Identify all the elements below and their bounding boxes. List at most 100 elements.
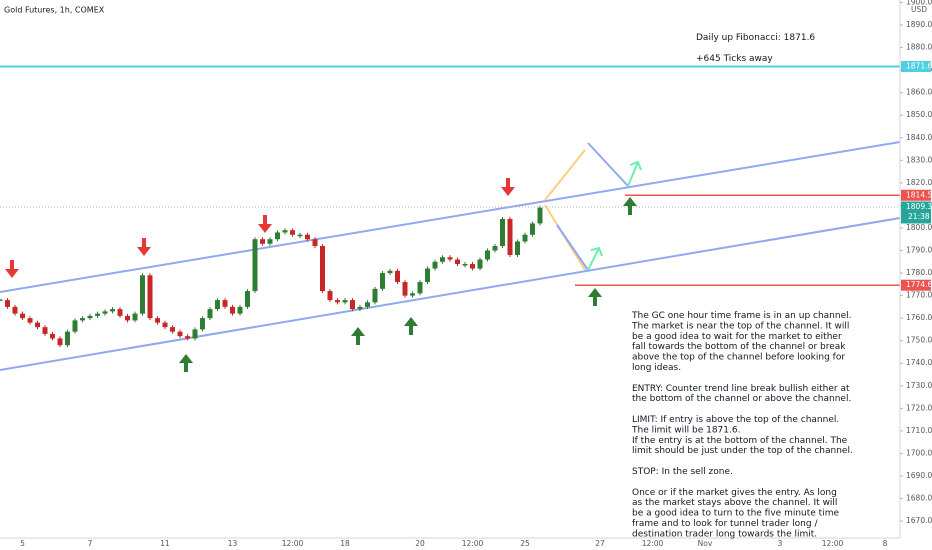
candle [410, 293, 415, 296]
candle [357, 306, 363, 310]
candle [350, 300, 355, 310]
price-tag [901, 279, 931, 291]
x-tick-label: Nov [698, 539, 713, 548]
candle [155, 318, 160, 323]
candle [87, 315, 93, 319]
projection-pullback [587, 142, 629, 187]
note-line: fall towards the bottom of the channel o… [632, 342, 846, 352]
note-line: ENTRY: Counter trend line break bullish … [632, 384, 850, 394]
fib-note: Daily up Fibonacci: 1871.6 [696, 33, 815, 43]
x-tick-label: 20 [415, 539, 425, 548]
candle [312, 239, 318, 246]
outline-arrow [587, 160, 642, 271]
price-tag [901, 189, 931, 201]
note-line: If the entry is at the bottom of the cha… [632, 436, 848, 446]
buy-arrows [179, 197, 637, 372]
currency: USD [911, 5, 927, 14]
y-tick-label: 1840.0 [906, 133, 932, 142]
candle [402, 282, 408, 296]
price-tag-label: 1814.5 [906, 190, 932, 199]
y-tick-label: 1710.0 [906, 426, 932, 435]
note-line: long ideas. [632, 363, 681, 373]
candle [282, 230, 288, 233]
x-tick-label: 7 [88, 539, 93, 548]
note-line: be a good idea to wait for the market to… [632, 332, 842, 342]
candle [380, 273, 385, 289]
y-tick-label: 1770.0 [906, 291, 932, 300]
candle [530, 223, 535, 235]
candle [215, 300, 220, 310]
axis-layer: 1670.0 1680.0 1690.0 1700.0 1710.0 1720.0 1730… [20, 0, 932, 548]
candle [492, 245, 498, 251]
candle [140, 275, 145, 314]
candle [170, 327, 175, 332]
candle [245, 291, 250, 307]
y-tick-label: 1690.0 [906, 471, 932, 480]
price-axis [900, 0, 932, 550]
candle [207, 309, 213, 319]
note-line: limit should be just under the top of th… [632, 446, 853, 456]
y-tick-label: 1820.0 [906, 178, 932, 187]
y-tick-label: 1720.0 [906, 403, 932, 412]
candle [95, 313, 100, 316]
price-tag-label: 1809.3 [906, 202, 932, 211]
candle [335, 300, 340, 303]
x-tick-label: 11 [160, 539, 170, 548]
y-tick-label: 1750.0 [906, 336, 932, 345]
candle [252, 239, 258, 292]
candle [65, 331, 70, 346]
candle [290, 230, 295, 235]
candle [177, 331, 183, 337]
y-tick-label: 1670.0 [906, 516, 932, 525]
candle [237, 306, 243, 314]
candle [132, 313, 138, 321]
candle [230, 306, 235, 314]
y-tick-label: 1800.0 [906, 223, 932, 232]
price-tag-label: 1774.6 [906, 280, 932, 289]
candle [42, 327, 48, 334]
y-tick-label: 1890.0 [906, 20, 932, 29]
candle [417, 282, 423, 294]
y-tick-label: 1700.0 [906, 448, 932, 457]
candle [12, 306, 18, 314]
y-tick-label: 1830.0 [906, 155, 932, 164]
candle [200, 318, 205, 330]
candle [305, 234, 310, 240]
projection-up [544, 149, 586, 201]
price-tag-time: 21:38 [908, 212, 930, 221]
candle [0, 299, 3, 301]
candle [500, 218, 505, 246]
candle [365, 302, 370, 307]
candle [50, 333, 55, 339]
candle [57, 338, 63, 346]
candle [425, 268, 430, 283]
note-line: frame and to look for tunnel trader long… [632, 519, 818, 529]
candle [342, 300, 348, 303]
candle [485, 250, 490, 260]
candle [507, 218, 513, 256]
channel-bottom [0, 217, 900, 371]
candle [477, 259, 483, 269]
candle [125, 315, 130, 321]
candles [0, 65, 900, 348]
candle [327, 291, 333, 301]
candle [515, 241, 520, 256]
note-line: The GC one hour time frame is in an up c… [631, 311, 852, 321]
candle [320, 245, 325, 292]
y-tick-label: 1780.0 [906, 268, 932, 277]
y-tick-label: 1860.0 [906, 88, 932, 97]
candle [440, 257, 445, 262]
x-tick-label: 25 [520, 539, 530, 548]
sell-arrows [5, 178, 515, 278]
candle [297, 234, 303, 237]
candle [147, 275, 153, 319]
x-tick-label: 18 [340, 539, 350, 548]
candle [80, 318, 85, 321]
y-tick-label: 1680.0 [906, 494, 932, 503]
note-line: The limit will be 1871.6. [631, 425, 740, 435]
x-tick-label: 8 [883, 539, 888, 548]
note-line: destination trader long towards the limi… [632, 529, 817, 539]
price-tag [901, 61, 931, 73]
candle [27, 318, 33, 323]
